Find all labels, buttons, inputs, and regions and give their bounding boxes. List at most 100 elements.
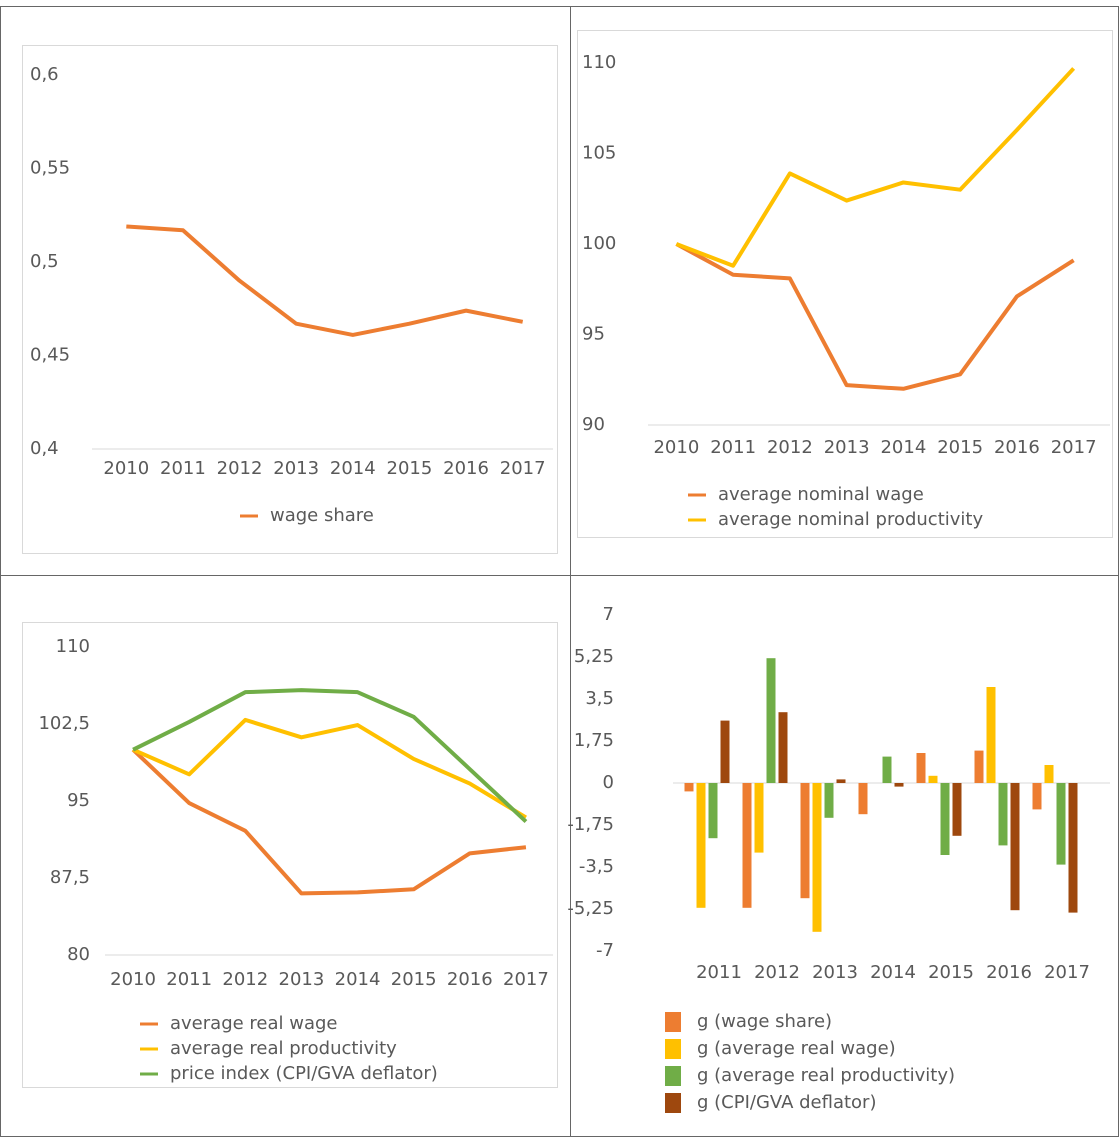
x-tick-label: 2012 <box>217 458 263 479</box>
y-tick-label: 0,4 <box>30 438 59 459</box>
legend-marker <box>665 1012 681 1032</box>
chart-frame <box>22 622 558 1088</box>
y-tick-label: 0,6 <box>30 64 59 85</box>
bar <box>1010 783 1020 911</box>
x-tick-label: 2016 <box>447 969 493 990</box>
x-tick-label: 2017 <box>503 969 549 990</box>
x-tick-label: 2010 <box>653 437 699 458</box>
line-series <box>131 748 527 896</box>
x-tick-label: 2016 <box>986 962 1032 983</box>
bar <box>1056 783 1066 865</box>
x-tick-label: 2013 <box>279 969 325 990</box>
x-tick-label: 2013 <box>824 437 870 458</box>
bar <box>824 783 834 818</box>
y-tick-label: 110 <box>56 636 90 657</box>
bar <box>812 783 822 932</box>
bar <box>766 658 776 783</box>
bar <box>894 783 904 787</box>
line-series <box>132 717 527 820</box>
x-tick-label: 2014 <box>330 458 376 479</box>
legend-label: price index (CPI/GVA deflator) <box>170 1063 438 1084</box>
x-tick-label: 2012 <box>754 962 800 983</box>
x-tick-label: 2012 <box>767 437 813 458</box>
x-tick-label: 2010 <box>110 969 156 990</box>
y-tick-label: 0,45 <box>30 345 70 366</box>
x-tick-label: 2015 <box>391 969 437 990</box>
bar <box>858 783 868 815</box>
x-tick-label: 2011 <box>696 962 742 983</box>
bar <box>916 753 926 783</box>
bar <box>720 720 730 783</box>
x-tick-label: 2011 <box>166 969 212 990</box>
legend-label: average real productivity <box>170 1038 397 1059</box>
line-series <box>126 224 524 337</box>
y-tick-label: 7 <box>603 604 614 625</box>
x-tick-label: 2015 <box>928 962 974 983</box>
y-tick-label: -5,25 <box>567 898 614 919</box>
y-tick-label: 3,5 <box>585 688 614 709</box>
y-tick-label: 95 <box>67 790 90 811</box>
bar <box>708 783 718 839</box>
legend-label: g (average real wage) <box>697 1038 896 1059</box>
y-tick-label: 95 <box>582 324 605 345</box>
bar <box>1032 783 1042 810</box>
x-tick-label: 2017 <box>1051 437 1097 458</box>
chart-frame <box>577 30 1113 538</box>
legend-label: g (wage share) <box>697 1011 832 1032</box>
bar <box>928 775 938 783</box>
y-tick-label: 0,5 <box>30 251 59 272</box>
bar <box>800 783 810 899</box>
x-tick-label: 2015 <box>387 458 433 479</box>
y-tick-label: -1,75 <box>567 814 614 835</box>
bar <box>1044 765 1054 783</box>
x-tick-label: 2017 <box>500 458 546 479</box>
line-series <box>675 67 1076 268</box>
y-tick-label: 80 <box>67 944 90 965</box>
y-tick-label: 90 <box>582 414 605 435</box>
legend-label: g (CPI/GVA deflator) <box>697 1092 876 1113</box>
y-tick-label: 0 <box>603 772 614 793</box>
bar <box>778 712 788 783</box>
bar <box>974 750 984 783</box>
legend-label: wage share <box>270 505 374 526</box>
y-tick-label: 5,25 <box>574 646 614 667</box>
x-tick-label: 2016 <box>994 437 1040 458</box>
x-tick-label: 2012 <box>222 969 268 990</box>
chart-frame <box>22 45 558 554</box>
y-tick-label: 105 <box>582 143 616 164</box>
x-tick-label: 2014 <box>335 969 381 990</box>
y-tick-label: 0,55 <box>30 158 70 179</box>
legend-label: g (average real productivity) <box>697 1065 955 1086</box>
bar <box>986 687 996 783</box>
bar <box>952 783 962 836</box>
x-tick-label: 2013 <box>273 458 319 479</box>
bar <box>742 783 752 908</box>
y-tick-label: 100 <box>582 233 616 254</box>
bar <box>696 783 706 908</box>
legend-marker <box>665 1093 681 1113</box>
y-tick-label: 110 <box>582 52 616 73</box>
bar <box>684 783 694 792</box>
line-series <box>675 242 1075 391</box>
x-tick-label: 2013 <box>812 962 858 983</box>
x-tick-label: 2015 <box>937 437 983 458</box>
bar <box>1068 783 1078 913</box>
x-tick-label: 2014 <box>880 437 926 458</box>
legend-label: average nominal wage <box>718 484 924 505</box>
legend-marker <box>665 1039 681 1059</box>
bar <box>998 783 1008 846</box>
legend-label: average nominal productivity <box>718 509 983 530</box>
bar <box>940 783 950 855</box>
x-tick-label: 2017 <box>1044 962 1090 983</box>
bar <box>754 783 764 853</box>
bar <box>836 779 846 783</box>
legend-label: average real wage <box>170 1013 338 1034</box>
bar <box>882 756 892 783</box>
y-tick-label: 87,5 <box>50 867 90 888</box>
x-tick-label: 2011 <box>160 458 206 479</box>
y-tick-label: 102,5 <box>38 713 90 734</box>
line-series <box>132 688 528 823</box>
y-tick-label: 1,75 <box>574 730 614 751</box>
